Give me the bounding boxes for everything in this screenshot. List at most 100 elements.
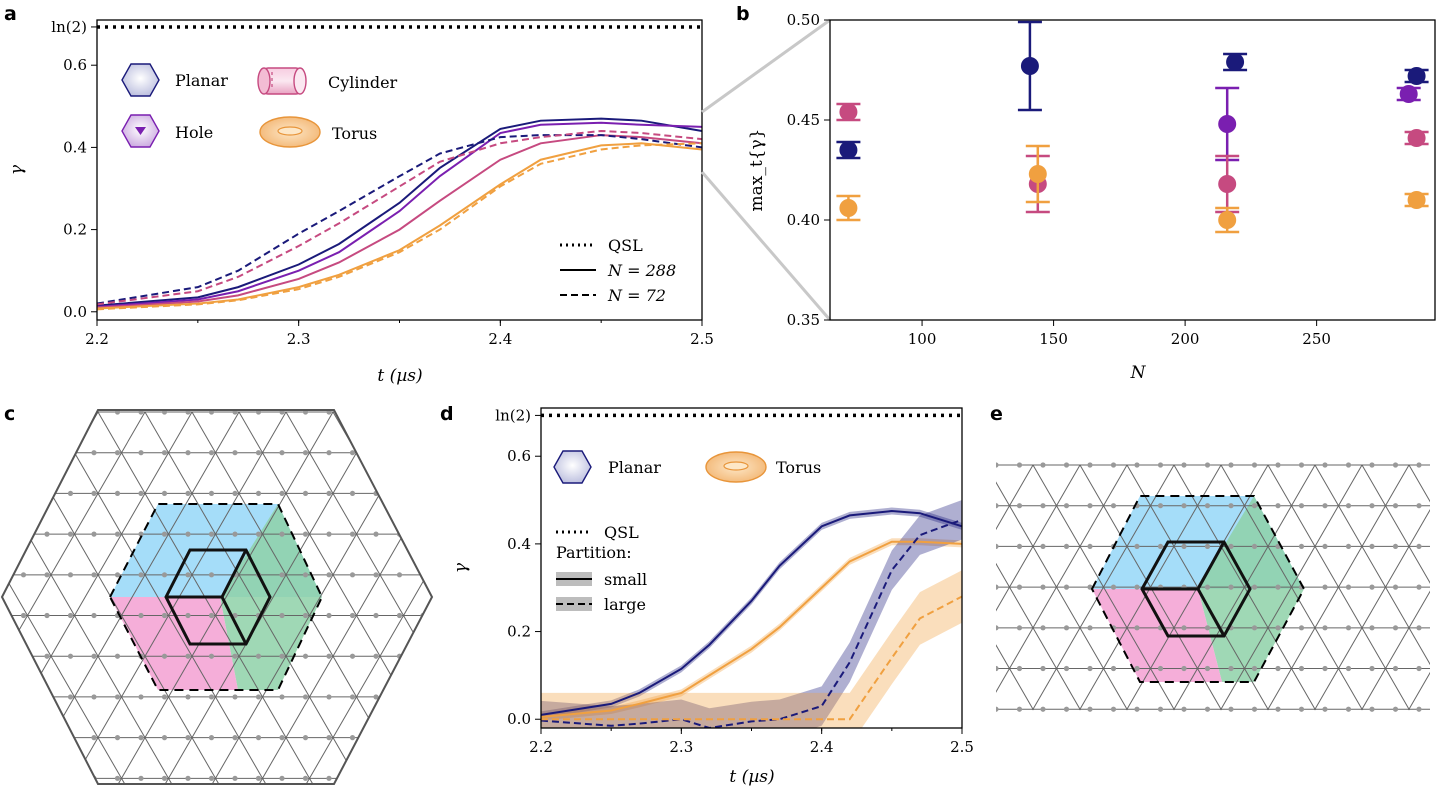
lattice-site: [91, 490, 97, 497]
lattice-site: [467, 450, 472, 455]
lattice-site: [20, 735, 27, 741]
kagome-lattice-e: [970, 462, 1430, 712]
lattice-site: [1063, 584, 1070, 590]
b-ytick-label: 0.45: [787, 111, 820, 129]
lattice-bond: [352, 411, 432, 784]
lattice-site: [996, 584, 999, 590]
lattice-site: [67, 775, 74, 781]
lattice-site: [373, 410, 379, 415]
a-series-2: [97, 134, 702, 309]
lattice-site: [20, 694, 27, 700]
lattice-site: [467, 491, 472, 496]
lattice-site: [970, 625, 975, 630]
lattice-site: [1040, 625, 1046, 631]
b-point-torus: [1218, 211, 1237, 229]
lattice-site: [2, 490, 3, 497]
lattice-site: [185, 653, 191, 659]
d-ytick-label: ln(2): [495, 406, 531, 424]
lattice-site: [255, 531, 262, 537]
lattice-site: [44, 775, 50, 781]
d-ytick-label: 0.2: [507, 623, 531, 641]
lattice-site: [208, 612, 215, 619]
d-xtick-label: 2.2: [529, 738, 553, 756]
lattice-site: [444, 654, 449, 659]
lattice-site: [208, 572, 215, 578]
lattice-site: [349, 490, 356, 497]
lattice-site: [208, 490, 215, 497]
lattice-site: [1298, 706, 1305, 712]
lattice-site: [1416, 665, 1422, 672]
lattice-site: [1181, 462, 1187, 468]
lattice-site: [1134, 543, 1140, 550]
lattice-site: [67, 653, 74, 659]
lattice-site: [1228, 543, 1234, 550]
lattice-site: [255, 450, 262, 456]
zoom-connector-bottom: [700, 171, 832, 321]
panel-a-ylabel: γ: [7, 164, 27, 175]
panel-d-xlabel: t (µs): [729, 767, 774, 787]
lattice-site: [1157, 503, 1164, 509]
lattice-site: [1275, 665, 1281, 672]
lattice-site: [1063, 625, 1070, 631]
legend-styles-a: QSL N = 288 N = 72: [560, 236, 676, 305]
lattice-site: [302, 653, 309, 659]
lattice-site: [444, 491, 449, 496]
panel-letter-e: e: [990, 403, 1003, 425]
lattice-site: [444, 572, 449, 577]
lattice-site: [1345, 625, 1352, 631]
lattice-site: [185, 531, 191, 537]
lattice-site: [1369, 706, 1375, 712]
lattice-site: [420, 735, 426, 741]
lattice-site: [1157, 543, 1164, 550]
lattice-site: [67, 694, 74, 700]
lattice-site: [2, 775, 3, 781]
lattice-site: [114, 653, 121, 659]
panel-b-frame: [829, 19, 1436, 321]
b-point-hole: [1399, 85, 1418, 103]
lattice-site: [279, 735, 285, 741]
b-point-planar: [839, 141, 858, 159]
lattice-site: [138, 694, 144, 700]
panel-b-ylabel-text: max_t{γ}: [747, 129, 767, 212]
lattice-site: [349, 775, 356, 781]
b-point-planar: [1226, 53, 1245, 71]
b-point-cylinder: [1218, 175, 1237, 193]
lattice-site: [255, 653, 262, 659]
lattice-site: [1275, 503, 1281, 509]
lattice-site: [302, 531, 309, 537]
lattice-site: [2, 531, 3, 537]
lattice-bond: [996, 464, 1128, 693]
lattice-site: [1345, 543, 1352, 550]
lattice-bond: [1361, 590, 1430, 711]
a-ytick-label: 0.6: [63, 56, 87, 74]
lattice-site: [396, 775, 403, 781]
lattice-site: [2, 572, 3, 578]
b-point-hole: [1218, 115, 1237, 133]
legend-torus-d-label: Torus: [776, 458, 821, 477]
lattice-site: [2, 450, 3, 456]
lattice-bond: [144, 411, 361, 784]
d-series-3: [541, 595, 962, 721]
lattice-site: [44, 653, 50, 659]
lattice-site: [255, 775, 262, 781]
lattice-site: [185, 450, 191, 456]
lattice-site: [1040, 503, 1046, 509]
lattice-site: [1275, 584, 1281, 590]
lattice-site: [467, 409, 472, 414]
lattice-site: [326, 775, 332, 781]
lattice-site: [444, 532, 449, 537]
lattice-site: [114, 490, 121, 497]
lattice-site: [349, 694, 356, 700]
lattice-site: [1416, 543, 1422, 550]
lattice-site: [467, 776, 472, 781]
lattice-site: [1110, 706, 1117, 712]
lattice-site: [349, 531, 356, 537]
lattice-site: [114, 735, 121, 741]
zoom-connector-top: [701, 18, 831, 114]
lattice-site: [67, 572, 74, 578]
lattice-site: [1392, 503, 1399, 509]
lattice-site: [1087, 543, 1093, 550]
lattice-site: [1063, 706, 1070, 712]
hexagon-icon: [121, 63, 160, 97]
lattice-site: [1251, 584, 1258, 590]
